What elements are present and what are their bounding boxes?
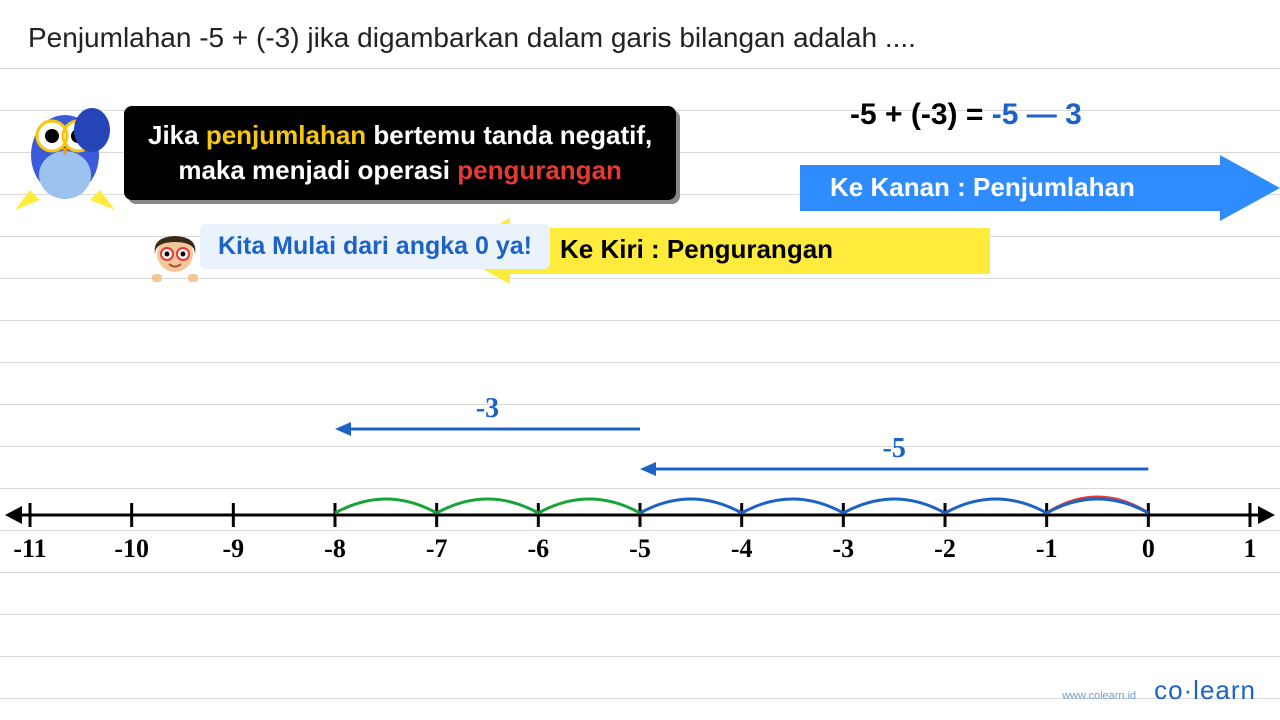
svg-text:-3: -3 xyxy=(476,393,499,424)
svg-text:-10: -10 xyxy=(114,534,149,563)
number-line-diagram: -11-10-9-8-7-6-5-4-3-2-101-5-3 xyxy=(0,370,1280,630)
svg-text:-7: -7 xyxy=(426,534,448,563)
question-text: Penjumlahan -5 + (-3) jika digambarkan d… xyxy=(28,22,916,54)
svg-text:-3: -3 xyxy=(832,534,854,563)
svg-text:0: 0 xyxy=(1142,534,1155,563)
svg-text:1: 1 xyxy=(1244,534,1257,563)
svg-text:-6: -6 xyxy=(527,534,549,563)
svg-text:-5: -5 xyxy=(883,433,906,464)
footer-brand: co·learn xyxy=(1154,675,1256,705)
svg-text:-11: -11 xyxy=(13,534,46,563)
rule-line-1: Jika penjumlahan bertemu tanda negatif, xyxy=(148,118,652,153)
mascot-girl xyxy=(150,232,200,282)
start-bubble: Kita Mulai dari angka 0 ya! xyxy=(200,224,550,269)
svg-text:-2: -2 xyxy=(934,534,956,563)
rule-line-2: maka menjadi operasi pengurangan xyxy=(148,153,652,188)
arrow-left-label: Ke Kiri : Pengurangan xyxy=(560,234,833,265)
svg-text:-4: -4 xyxy=(731,534,753,563)
number-line-svg: -11-10-9-8-7-6-5-4-3-2-101-5-3 xyxy=(0,370,1280,630)
footer-url: www.colearn.id xyxy=(1062,690,1136,702)
svg-text:-8: -8 xyxy=(324,534,346,563)
rule-callout: Jika penjumlahan bertemu tanda negatif, … xyxy=(124,106,676,200)
arrow-right-label: Ke Kanan : Penjumlahan xyxy=(830,172,1135,203)
mascot-owl xyxy=(10,90,120,210)
footer: www.colearn.id co·learn xyxy=(1062,675,1256,706)
svg-text:-5: -5 xyxy=(629,534,651,563)
svg-text:-1: -1 xyxy=(1036,534,1058,563)
equation-text: -5 + (-3) = -5 — 3 xyxy=(850,98,1082,132)
svg-text:-9: -9 xyxy=(222,534,244,563)
